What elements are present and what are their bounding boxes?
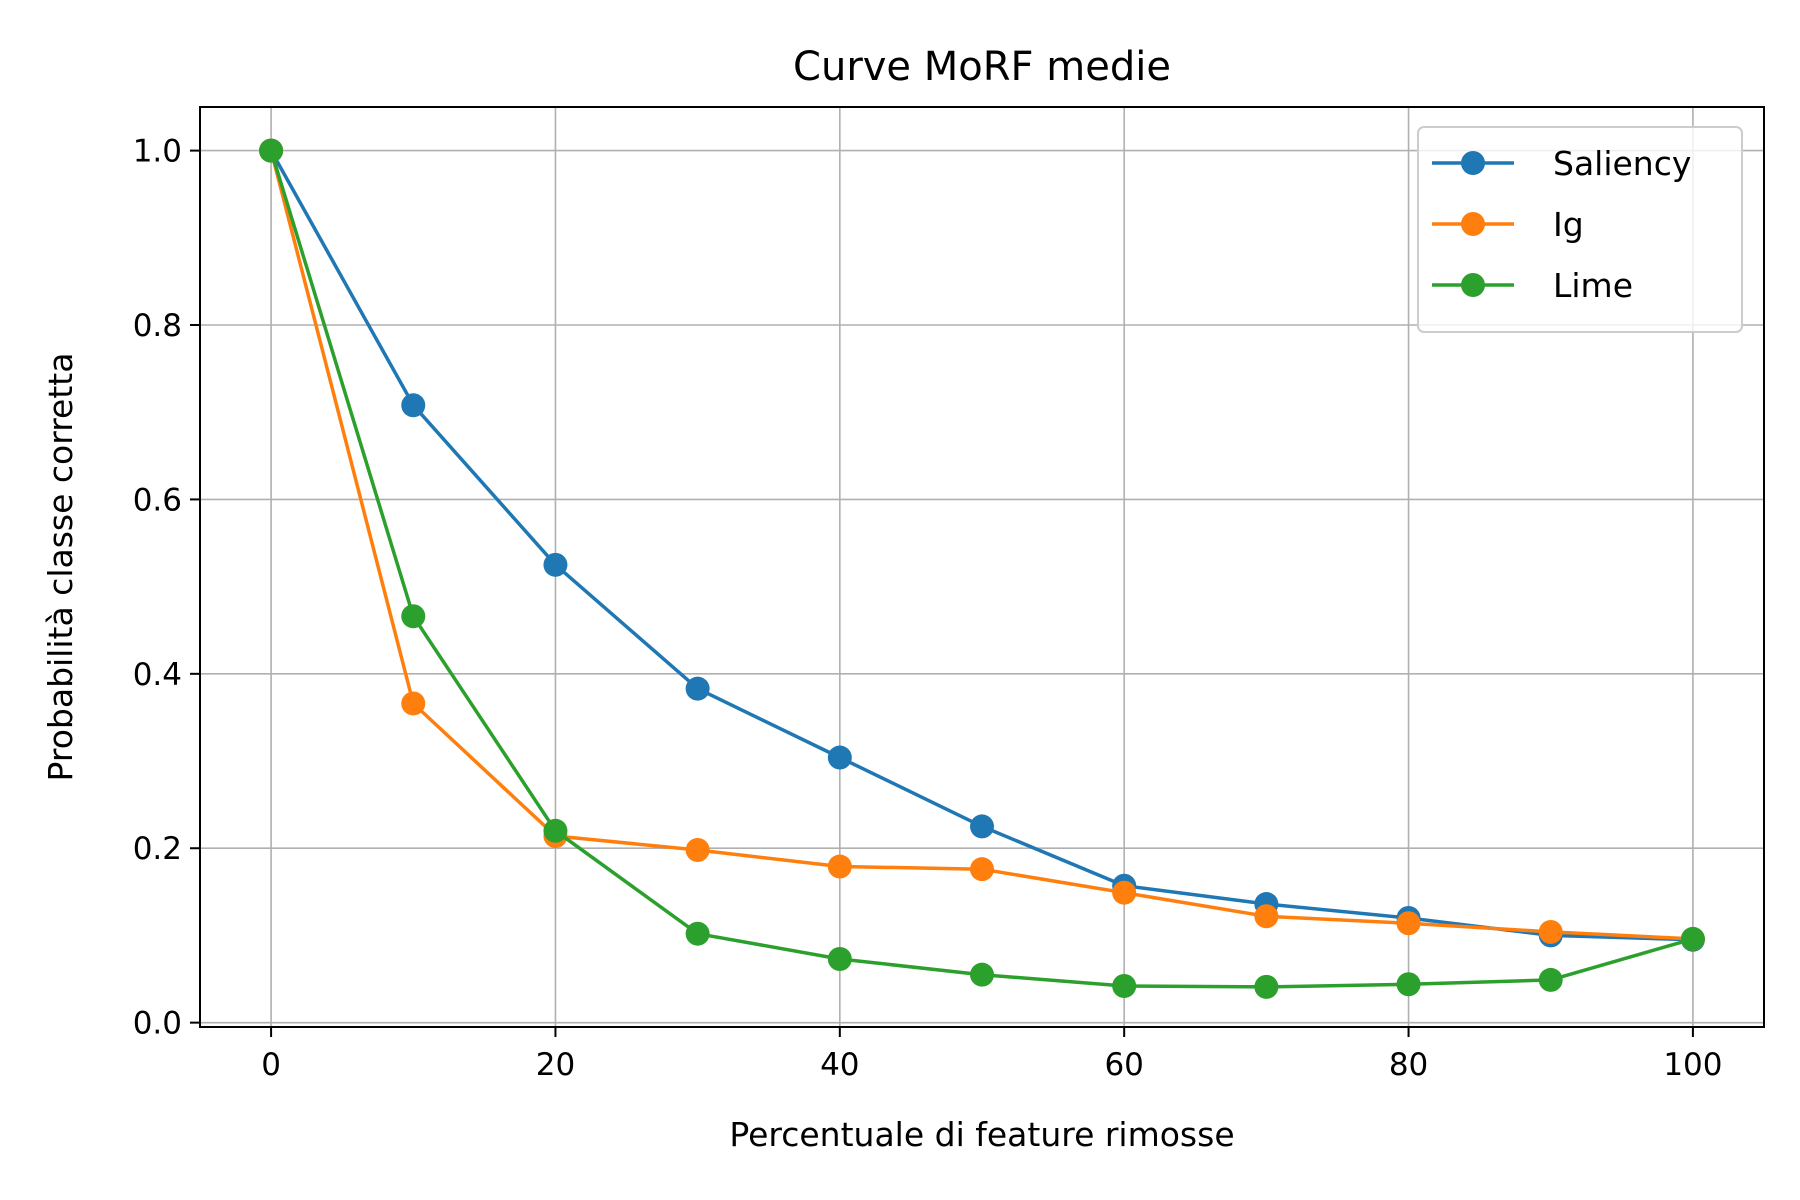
x-tick-label: 60: [1104, 1047, 1143, 1083]
data-point-ig: [970, 857, 994, 882]
data-point-ig: [1112, 880, 1137, 905]
data-point-saliency: [401, 393, 426, 418]
series-lime: [259, 138, 1705, 999]
data-point-ig: [401, 691, 426, 716]
y-axis-label: Probabilità classe corretta: [41, 353, 80, 782]
data-point-lime: [543, 818, 568, 843]
legend-item-lime: Lime: [1432, 266, 1633, 305]
legend-marker: [1461, 151, 1485, 175]
legend-item-ig: Ig: [1432, 205, 1584, 244]
legend-label: Lime: [1553, 266, 1633, 305]
legend-marker: [1461, 212, 1485, 236]
data-point-lime: [685, 921, 710, 946]
legend-item-saliency: Saliency: [1432, 144, 1691, 183]
data-point-lime: [970, 962, 994, 987]
legend-box: [1417, 126, 1743, 333]
x-tick-label: 100: [1663, 1047, 1722, 1083]
x-tick-label: 0: [261, 1047, 281, 1083]
y-tick-label: 0.4: [133, 657, 182, 693]
x-tick-label: 20: [536, 1047, 575, 1083]
data-point-lime: [1112, 974, 1137, 999]
legend-marker: [1461, 273, 1485, 297]
data-point-lime: [401, 604, 426, 629]
legend-label: Ig: [1553, 205, 1584, 244]
data-point-saliency: [827, 745, 852, 770]
legend: Saliency Ig Lime: [1417, 126, 1743, 333]
chart-title: Curve MoRF medie: [793, 44, 1171, 90]
data-point-ig: [685, 837, 710, 862]
x-tick-label: 80: [1389, 1047, 1428, 1083]
y-tick-label: 0.2: [133, 831, 182, 867]
x-tick-label: 40: [820, 1047, 859, 1083]
data-point-lime: [1538, 967, 1563, 992]
data-point-lime: [259, 138, 284, 163]
data-point-saliency: [685, 676, 710, 701]
data-point-saliency: [543, 552, 568, 577]
data-point-lime: [827, 946, 852, 971]
plot-frame: [199, 106, 1765, 1028]
ticks: 0 20 40 60 80 100 0.0 0.2 0.4 0.6 0.8 1.0: [133, 134, 1723, 1083]
data-point-lime: [1254, 974, 1279, 999]
y-tick-label: 0.8: [133, 308, 182, 344]
x-axis-label: Percentuale di feature rimosse: [729, 1115, 1234, 1154]
y-tick-label: 0.6: [133, 482, 182, 518]
y-tick-label: 1.0: [133, 134, 182, 170]
data-point-ig: [1538, 919, 1563, 944]
y-tick-label: 0.0: [133, 1006, 182, 1042]
data-point-ig: [1254, 904, 1279, 929]
data-point-saliency: [970, 814, 994, 839]
data-point-ig: [827, 854, 852, 879]
data-point-lime: [1680, 926, 1705, 951]
series-layer: [259, 138, 1705, 999]
legend-label: Saliency: [1553, 144, 1691, 183]
data-point-ig: [1396, 911, 1421, 936]
data-point-lime: [1396, 972, 1421, 997]
